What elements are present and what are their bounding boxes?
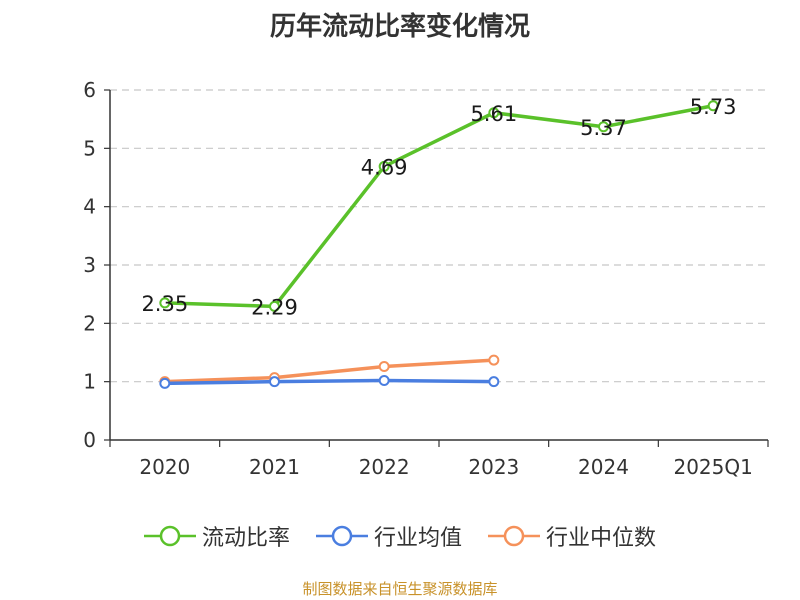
series-line — [164, 104, 714, 309]
y-tick-label: 6 — [83, 78, 96, 102]
x-tick-label: 2023 — [468, 455, 519, 479]
data-point — [378, 160, 390, 172]
data-point — [378, 361, 390, 372]
y-tick-label: 2 — [83, 311, 96, 335]
legend-marker-icon — [488, 525, 540, 547]
legend-marker-icon — [143, 525, 196, 547]
data-point — [488, 107, 500, 119]
x-tick-label: 2024 — [578, 455, 629, 479]
data-label: 5.73 — [690, 95, 737, 119]
y-tick-label: 3 — [83, 253, 96, 277]
y-tick-label: 4 — [83, 195, 96, 219]
data-label: 5.37 — [580, 116, 627, 140]
data-label: 4.69 — [361, 155, 408, 179]
legend-label: 行业均值 — [373, 526, 462, 551]
data-label: 5.61 — [470, 102, 517, 126]
data-source-note: 制图数据来自恒生聚源数据库 — [302, 580, 498, 598]
data-point — [269, 376, 280, 388]
legend-label: 流动比率 — [201, 526, 290, 551]
x-tick-label: 2025Q1 — [673, 455, 752, 479]
y-tick-label: 0 — [83, 428, 96, 452]
legend-label: 行业中位数 — [546, 526, 657, 551]
x-tick-label: 2020 — [139, 455, 190, 479]
data-point — [707, 100, 719, 112]
legend: 流动比率 行业均值 行业中位数 — [0, 520, 800, 552]
x-tick-label: 2021 — [249, 455, 300, 479]
chart-title: 历年流动比率变化情况 — [269, 12, 530, 42]
data-point — [378, 375, 390, 386]
y-tick-label: 5 — [83, 136, 96, 160]
legend-item-industry-mean[interactable]: 行业均值 — [315, 520, 462, 552]
data-point — [159, 377, 171, 389]
data-point — [488, 376, 500, 388]
data-point — [159, 297, 171, 309]
legend-item-current-ratio[interactable]: 流动比率 — [143, 520, 290, 552]
legend-item-industry-median[interactable]: 行业中位数 — [488, 520, 656, 552]
data-point — [488, 354, 500, 366]
x-tick-label: 2022 — [359, 455, 410, 479]
data-label: 2.35 — [141, 292, 188, 316]
legend-marker-icon — [315, 525, 368, 547]
series-line — [164, 358, 494, 384]
series-line — [164, 378, 494, 386]
data-point — [269, 300, 280, 312]
data-label: 2.29 — [251, 295, 298, 319]
data-point — [598, 121, 609, 133]
y-tick-label: 1 — [83, 370, 96, 394]
